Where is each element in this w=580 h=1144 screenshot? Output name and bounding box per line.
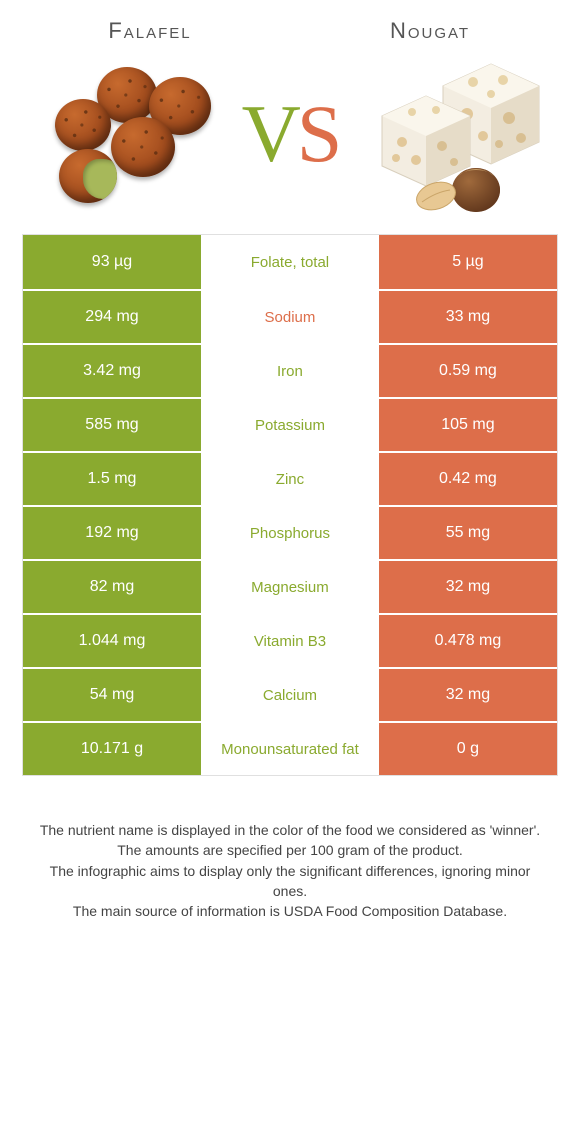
cell-left-value: 1.044 mg [23,615,201,667]
table-row: 1.5 mgZinc0.42 mg [23,451,557,505]
falafel-icon [37,59,227,209]
cell-left-value: 585 mg [23,399,201,451]
cell-right-value: 0.59 mg [379,345,557,397]
cell-right-value: 32 mg [379,561,557,613]
table-row: 294 mgSodium33 mg [23,289,557,343]
cell-right-value: 33 mg [379,291,557,343]
footnote-line: The main source of information is USDA F… [36,901,544,921]
nougat-icon [348,54,548,214]
table-row: 54 mgCalcium32 mg [23,667,557,721]
cell-nutrient-label: Zinc [201,453,379,505]
cell-left-value: 82 mg [23,561,201,613]
cell-nutrient-label: Magnesium [201,561,379,613]
cell-left-value: 3.42 mg [23,345,201,397]
nutrition-table: 93 µgFolate, total5 µg294 mgSodium33 mg3… [22,234,558,776]
vs-label: VS [242,87,339,181]
cell-left-value: 192 mg [23,507,201,559]
cell-nutrient-label: Sodium [201,291,379,343]
cell-right-value: 55 mg [379,507,557,559]
table-row: 3.42 mgIron0.59 mg [23,343,557,397]
cell-nutrient-label: Potassium [201,399,379,451]
cell-right-value: 0.478 mg [379,615,557,667]
food-title-right: Nougat [304,18,556,44]
table-row: 82 mgMagnesium32 mg [23,559,557,613]
cell-right-value: 0.42 mg [379,453,557,505]
food-image-left [32,54,232,214]
cell-nutrient-label: Calcium [201,669,379,721]
cell-nutrient-label: Vitamin B3 [201,615,379,667]
table-row: 585 mgPotassium105 mg [23,397,557,451]
food-image-right [348,54,548,214]
cell-left-value: 294 mg [23,291,201,343]
cell-left-value: 93 µg [23,235,201,289]
vs-v: V [242,88,297,179]
table-row: 10.171 gMonounsaturated fat0 g [23,721,557,775]
footnote-line: The amounts are specified per 100 gram o… [36,840,544,860]
cell-right-value: 0 g [379,723,557,775]
header-titles: Falafel Nougat [0,0,580,54]
cell-right-value: 105 mg [379,399,557,451]
cell-left-value: 10.171 g [23,723,201,775]
cell-nutrient-label: Iron [201,345,379,397]
cell-nutrient-label: Folate, total [201,235,379,289]
vs-s: S [297,88,339,179]
food-title-left: Falafel [24,18,276,44]
cell-nutrient-label: Phosphorus [201,507,379,559]
table-row: 192 mgPhosphorus55 mg [23,505,557,559]
table-row: 1.044 mgVitamin B30.478 mg [23,613,557,667]
cell-left-value: 1.5 mg [23,453,201,505]
table-row: 93 µgFolate, total5 µg [23,235,557,289]
cell-left-value: 54 mg [23,669,201,721]
cell-right-value: 32 mg [379,669,557,721]
images-row: VS [0,54,580,234]
cell-nutrient-label: Monounsaturated fat [201,723,379,775]
cell-right-value: 5 µg [379,235,557,289]
footnotes: The nutrient name is displayed in the co… [0,776,580,941]
footnote-line: The infographic aims to display only the… [36,861,544,902]
footnote-line: The nutrient name is displayed in the co… [36,820,544,840]
